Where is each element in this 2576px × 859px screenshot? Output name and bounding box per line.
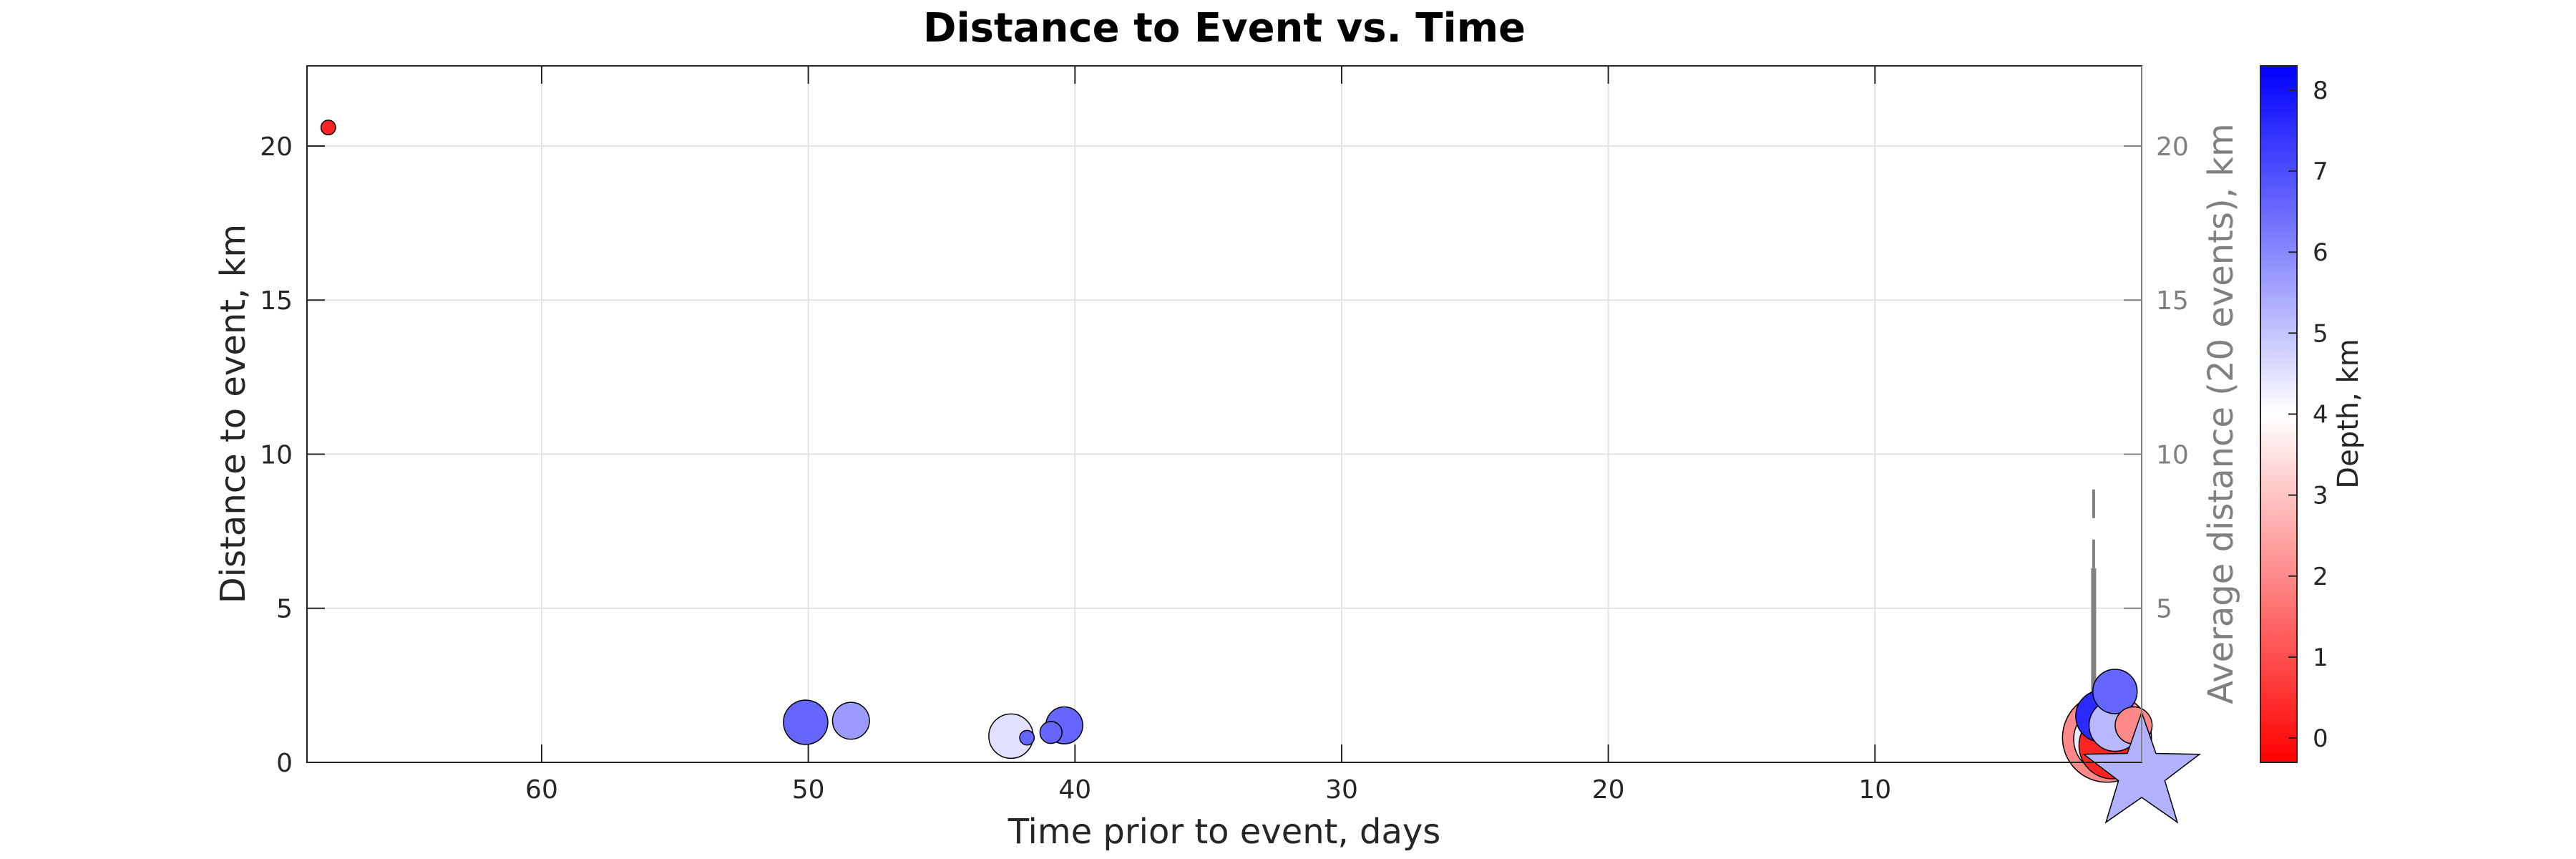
- y-right-tick-label: 20: [2156, 132, 2189, 162]
- y-axis-right-label: Average distance (20 events), km: [2201, 123, 2241, 704]
- y-axis-label: Distance to event, km: [213, 224, 253, 603]
- event-marker: [1039, 721, 1063, 744]
- x-axis-label: Time prior to event, days: [1008, 812, 1441, 852]
- scatter-points: [320, 120, 2202, 824]
- tick-labels: 60 50 40 30 20 10 0 5 10 15 20 5 10 15 20: [260, 132, 2189, 805]
- event-marker: [2092, 669, 2138, 714]
- x-tick-label: 60: [525, 775, 558, 805]
- colorbar-label: Depth, km: [2332, 339, 2365, 488]
- y-right-tick-label: 5: [2156, 595, 2172, 624]
- y-tick-label: 15: [260, 286, 293, 316]
- x-tick-label: 50: [792, 775, 825, 805]
- y-tick-label: 20: [260, 132, 293, 162]
- x-tick-label: 40: [1058, 775, 1091, 805]
- x-tick-label: 10: [1858, 775, 1891, 805]
- event-marker: [831, 702, 870, 740]
- chart-title: Distance to Event vs. Time: [923, 5, 1526, 52]
- colorbar: 0 1 2 3 4 5 6 7 8: [2260, 65, 2328, 763]
- y-tick-label: 10: [260, 440, 293, 470]
- colorbar-tick-label: 6: [2313, 238, 2328, 267]
- x-tick-label: 20: [1592, 775, 1625, 805]
- axes-box: [306, 65, 2142, 763]
- event-marker: [783, 699, 829, 745]
- grid: [307, 66, 2142, 763]
- colorbar-tick-label: 2: [2313, 563, 2328, 591]
- colorbar-tick-label: 3: [2313, 482, 2328, 510]
- colorbar-tick-label: 4: [2313, 401, 2328, 430]
- y-tick-label: 5: [276, 595, 293, 624]
- y-tick-label: 0: [276, 749, 293, 778]
- mainshock-star-icon: [2082, 710, 2202, 824]
- event-marker: [320, 120, 336, 136]
- colorbar-tick-label: 7: [2313, 157, 2328, 186]
- colorbar-tick-label: 5: [2313, 319, 2328, 348]
- x-tick-label: 30: [1325, 775, 1358, 805]
- colorbar-tick-label: 0: [2313, 724, 2328, 753]
- event-marker: [1019, 729, 1035, 746]
- y-right-tick-label: 15: [2156, 286, 2189, 316]
- colorbar-tick-label: 8: [2313, 77, 2328, 105]
- colorbar-tick-label: 1: [2313, 644, 2328, 672]
- y-right-tick-label: 10: [2156, 440, 2189, 470]
